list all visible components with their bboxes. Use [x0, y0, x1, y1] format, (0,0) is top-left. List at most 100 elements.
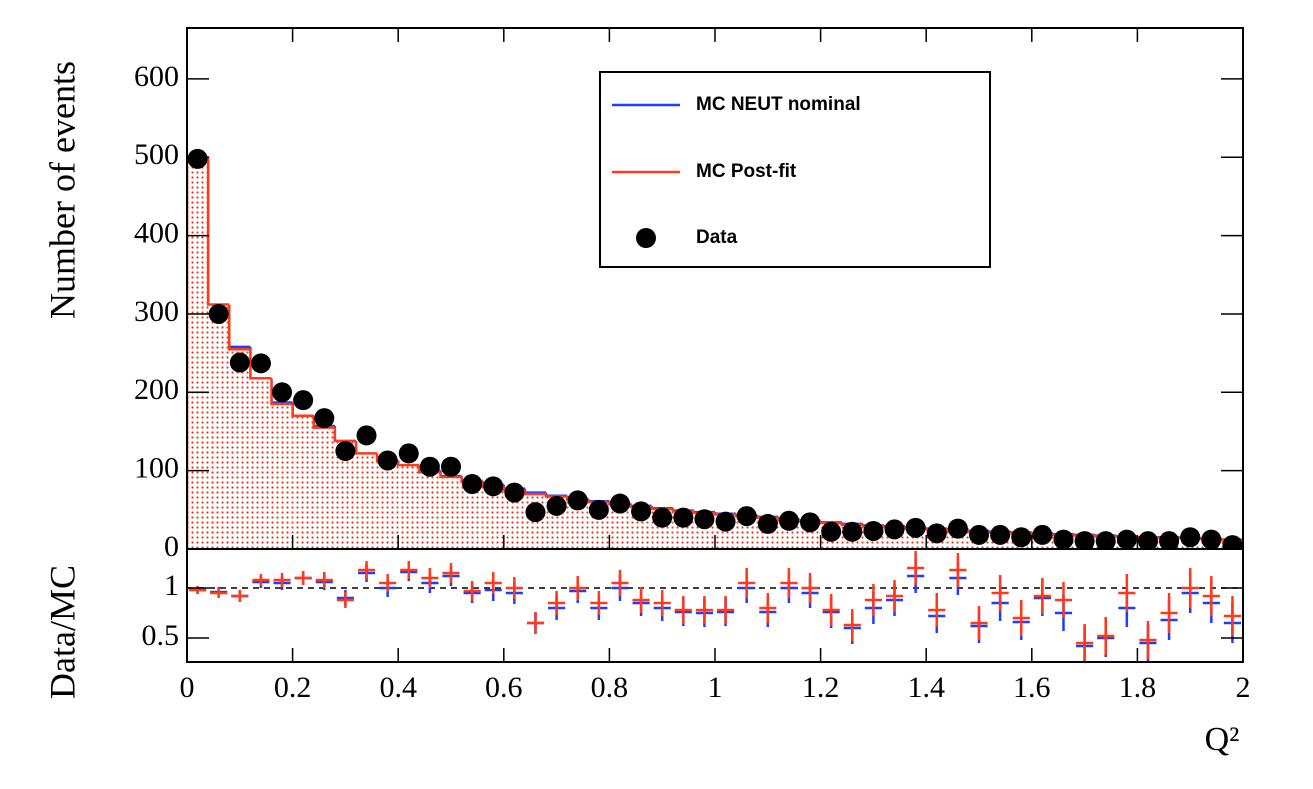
data-point [1222, 535, 1243, 549]
data-point [250, 353, 271, 374]
hist-fill [313, 427, 335, 549]
data-point [187, 148, 208, 169]
data-point [546, 495, 567, 516]
x-tick-label: 0.4 [379, 671, 417, 704]
data-point [609, 493, 630, 514]
data-point [757, 513, 778, 534]
x-tick-label: 1.4 [907, 671, 945, 704]
legend-label: MC NEUT nominal [696, 94, 861, 115]
data-point [800, 512, 821, 533]
ratio-point [843, 609, 861, 641]
ratio-point [548, 591, 566, 615]
legend: MC NEUT nominal MC Post-fit Data [599, 71, 991, 268]
hist-fill [440, 476, 462, 549]
data-point [926, 523, 947, 544]
x-axis-label: Q² [1205, 721, 1240, 758]
ratio-point [421, 568, 439, 588]
ratio-point [653, 590, 671, 616]
ratio-point [780, 568, 798, 598]
data-point [462, 473, 483, 494]
ratio-point [210, 588, 228, 598]
data-point [863, 520, 884, 541]
ratio-point [801, 573, 819, 603]
hist-fill [503, 490, 525, 549]
hist-step [544, 492, 568, 497]
ratio-point [315, 572, 333, 588]
ratio-point [273, 573, 291, 587]
data-point [631, 501, 652, 522]
hist-fill [208, 304, 230, 549]
top-panel [187, 148, 1243, 549]
hist-fill [334, 440, 356, 549]
hist-step [291, 404, 314, 418]
y-axis-label: Number of events [42, 61, 82, 319]
hist-step [523, 490, 547, 496]
y-tick-label: 200 [134, 373, 179, 406]
data-point [1159, 531, 1180, 549]
hist-fill [355, 453, 378, 549]
data-point [335, 441, 356, 462]
data-point [1201, 529, 1222, 549]
data-point [694, 509, 715, 530]
data-point [821, 521, 842, 542]
ratio-point [759, 593, 777, 623]
ratio-point [505, 577, 523, 599]
hist-fill [482, 486, 504, 549]
hist-step [270, 378, 293, 406]
data-point [441, 456, 461, 477]
ratio-point [379, 574, 397, 592]
ratio-point [674, 596, 692, 624]
x-tick-label: 0.8 [591, 671, 629, 704]
data-point [884, 519, 905, 540]
ratio-point [949, 553, 967, 587]
hist-fill [229, 349, 251, 549]
ratio-point [336, 592, 354, 608]
data-point [293, 390, 314, 411]
x-tick-label: 0.6 [485, 671, 523, 704]
hist-step [206, 157, 230, 306]
ratio-point [1223, 596, 1241, 636]
ratio-panel [187, 551, 1243, 662]
data-point [229, 352, 250, 373]
data-point [588, 499, 609, 520]
data-point [398, 443, 419, 464]
ratio-point [1097, 617, 1115, 655]
ratio-axis-label: Data/MC [42, 565, 82, 699]
ratio-point [526, 612, 545, 634]
hist-step [523, 488, 547, 494]
ratio-point [1181, 568, 1199, 608]
hist-fill [567, 499, 589, 549]
data-point [736, 506, 757, 527]
data-point [842, 521, 863, 542]
data-point [778, 510, 799, 531]
data-point [419, 456, 440, 477]
axes: 0 100 200 300 400 500 600 0.5 1 0 0.2 0.4 0.6 0.8 1 1.2… [134, 28, 1251, 704]
data-point [525, 502, 546, 523]
ratio-point [864, 584, 882, 616]
ratio-point [569, 576, 587, 600]
data-point [1032, 524, 1053, 545]
ratio-point [1139, 621, 1157, 659]
data-point [483, 476, 504, 497]
hist-step [312, 415, 335, 429]
data-point [314, 408, 335, 429]
hist-step [227, 304, 251, 351]
ratio-point [484, 572, 502, 594]
legend-marker [636, 228, 656, 248]
hist-step [206, 157, 230, 308]
hist-fill [377, 461, 399, 549]
ratio-point [1202, 576, 1220, 616]
hist-fill [461, 481, 483, 549]
ratio-point [231, 590, 249, 602]
data-point [1074, 531, 1095, 549]
y-tick-label: 300 [134, 295, 179, 328]
x-tick-label: 0 [180, 671, 195, 704]
ratio-point [1033, 578, 1051, 614]
data-point [272, 382, 293, 403]
data-point [504, 482, 525, 503]
data-point [990, 524, 1011, 545]
y-tick-label: 400 [134, 217, 179, 250]
data-point [1137, 531, 1158, 549]
